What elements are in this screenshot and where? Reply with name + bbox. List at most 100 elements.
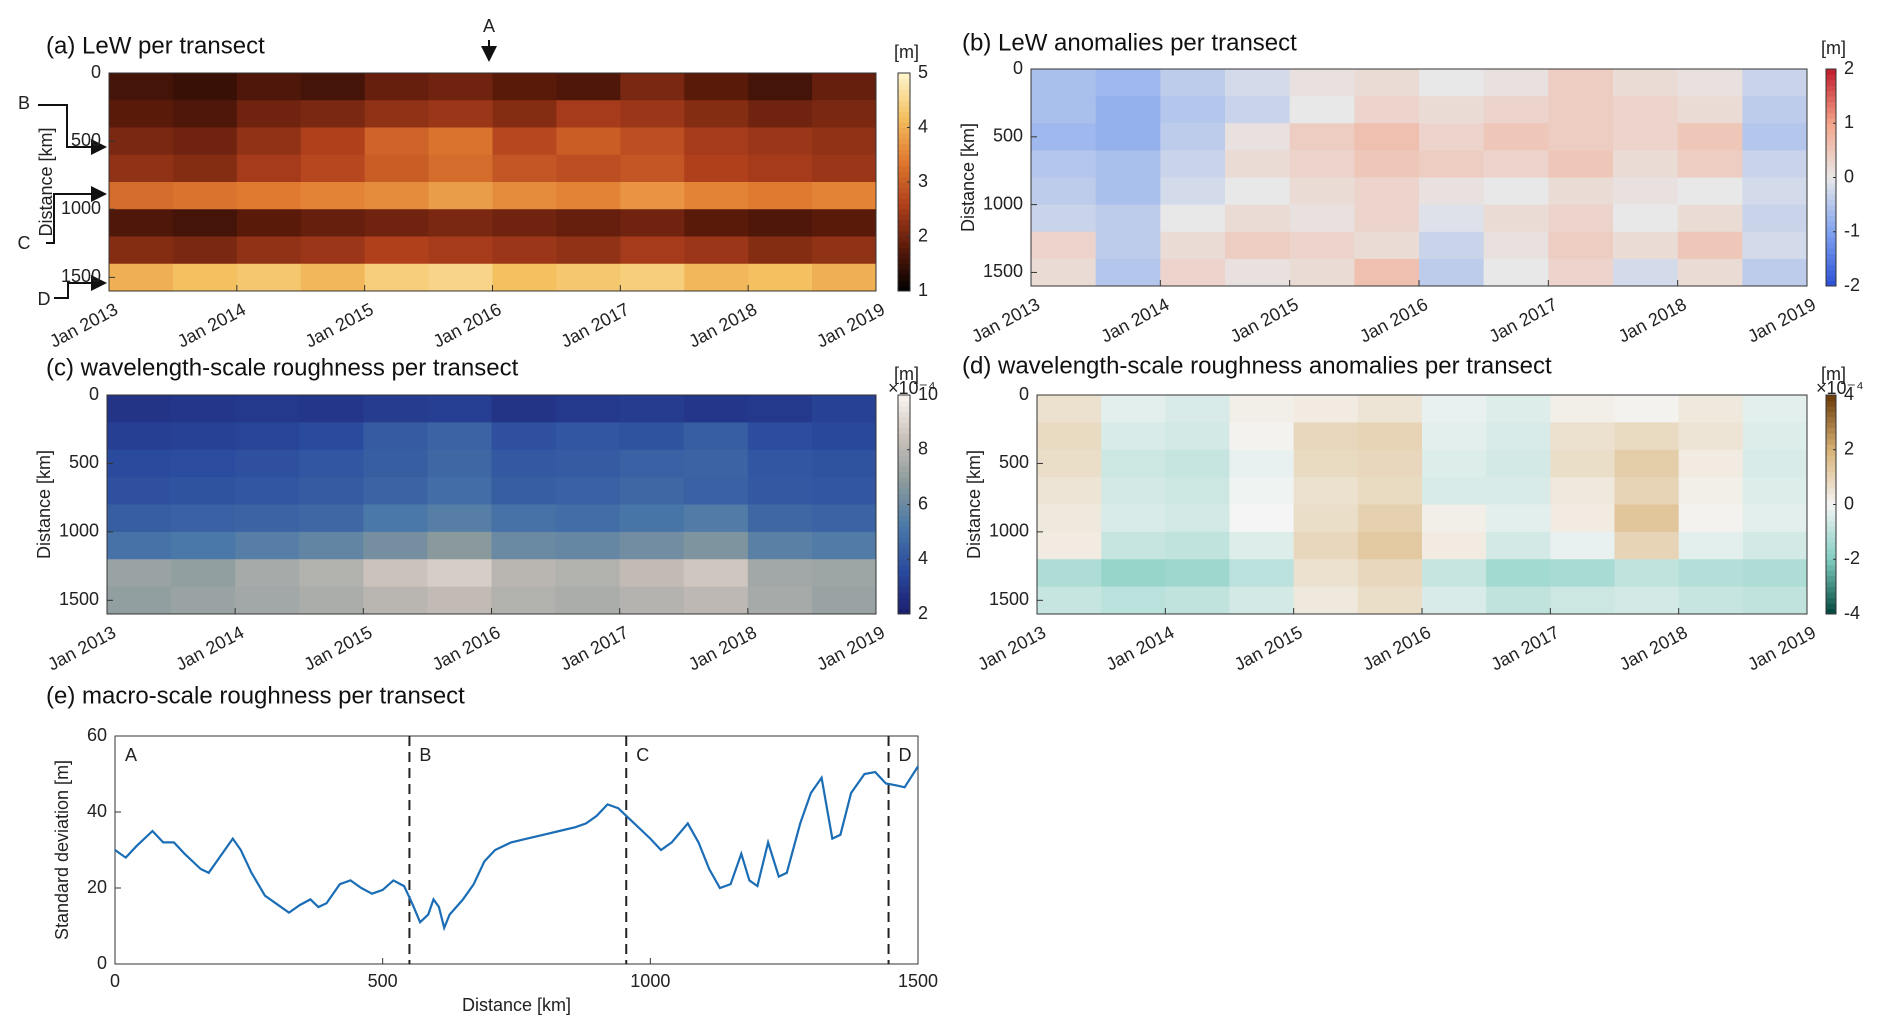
- colorbar-swatch: [898, 531, 910, 538]
- heatmap-cell: [299, 531, 364, 560]
- colorbar-tick-label: 2: [918, 225, 928, 245]
- heatmap-cell: [1614, 477, 1680, 505]
- heatmap-cell: [427, 449, 492, 478]
- heatmap-cell: [1165, 477, 1230, 505]
- heatmap-cell: [1678, 477, 1744, 505]
- heatmap-cell: [428, 209, 493, 237]
- heatmap-cell: [1354, 231, 1420, 260]
- heatmap-cell: [1419, 177, 1485, 206]
- colorbar-tick-label: 10: [918, 384, 938, 404]
- colorbar-tick-label: 0: [1844, 166, 1854, 186]
- heatmap-cell: [1289, 177, 1355, 206]
- heatmap-cell: [748, 100, 813, 128]
- heatmap-cell: [364, 182, 430, 210]
- y-tick-label: 1000: [983, 193, 1023, 213]
- y-tick-label: 500: [993, 126, 1023, 146]
- heatmap-cell: [1289, 258, 1355, 287]
- colorbar-swatch: [1826, 69, 1836, 75]
- heatmap-cell: [1614, 395, 1680, 423]
- heatmap-cell: [171, 449, 236, 478]
- heatmap-cell: [235, 559, 300, 588]
- heatmap-cell: [620, 154, 685, 183]
- heatmap-cell: [1486, 449, 1551, 478]
- colorbar-swatch: [898, 241, 910, 248]
- colorbar-swatch: [898, 471, 910, 478]
- heatmap-cell: [1419, 96, 1485, 124]
- heatmap-cell: [1229, 504, 1295, 533]
- heatmap-cell: [1483, 231, 1549, 260]
- heatmap-cell: [1165, 559, 1230, 588]
- colorbar-swatch: [1826, 493, 1836, 500]
- heatmap-cell: [1031, 96, 1097, 124]
- heatmap-cell: [492, 263, 557, 292]
- heatmap-cell: [172, 73, 238, 101]
- chart-title: (e) macro-scale roughness per transect: [46, 682, 465, 709]
- heatmap-cell: [107, 449, 172, 478]
- colorbar-swatch: [898, 581, 910, 588]
- heatmap-cell: [363, 449, 428, 478]
- y-tick-label: 1500: [989, 589, 1029, 609]
- heatmap-cell: [555, 395, 621, 423]
- heatmap-cell: [299, 559, 364, 588]
- heatmap-cell: [1225, 150, 1291, 178]
- panel-a-annotations: [38, 40, 497, 299]
- colorbar-swatch: [898, 499, 910, 505]
- heatmap-cell: [1548, 123, 1614, 151]
- heatmap-cell: [1037, 586, 1102, 615]
- heatmap-cell: [235, 449, 300, 478]
- heatmap-cell: [1483, 204, 1549, 233]
- heatmap-cell: [1357, 531, 1423, 560]
- colorbar-swatch: [898, 542, 910, 549]
- y-tick-label: 1500: [59, 589, 99, 609]
- heatmap-cell: [620, 73, 685, 101]
- colorbar-swatch: [898, 160, 910, 167]
- heatmap-cell: [1419, 123, 1485, 151]
- colorbar-swatch: [1826, 269, 1836, 276]
- data-line: [114, 765, 919, 932]
- colorbar-swatch: [898, 515, 910, 522]
- colorbar-swatch: [898, 493, 910, 500]
- colorbar-swatch: [898, 236, 910, 243]
- chart-title: (a) LeW per transect: [46, 32, 265, 59]
- heatmap-cell: [1289, 69, 1355, 97]
- heatmap-cell: [619, 422, 685, 451]
- heatmap-cell: [428, 73, 493, 101]
- heatmap-cell: [683, 449, 749, 478]
- heatmap-cell: [683, 559, 749, 588]
- heatmap-cell: [1031, 150, 1097, 178]
- heatmap-cell: [172, 154, 238, 183]
- colorbar-swatch: [898, 111, 910, 118]
- colorbar-swatch: [1826, 79, 1836, 86]
- heatmap-cell: [109, 73, 174, 101]
- x-tick-label: Jan 2019: [1744, 294, 1819, 346]
- heatmap-cell: [812, 100, 877, 128]
- heatmap-cell: [1165, 586, 1230, 615]
- heatmap-cell: [1165, 395, 1230, 423]
- heatmap-cell: [683, 531, 749, 560]
- colorbar-swatch: [898, 149, 910, 156]
- colorbar-swatch: [898, 537, 910, 544]
- heatmap-cell: [1550, 531, 1615, 560]
- heatmap-cell: [1101, 586, 1166, 615]
- colorbar-swatch: [1826, 128, 1836, 135]
- heatmap-cell: [109, 236, 174, 265]
- heatmap-cell: [1486, 559, 1551, 588]
- colorbar-swatch: [898, 269, 910, 276]
- heatmap-cell: [1742, 96, 1808, 124]
- y-tick-label: 0: [1013, 58, 1023, 78]
- heatmap-cell: [812, 182, 877, 210]
- colorbar-swatch: [1826, 106, 1836, 113]
- heatmap-cell: [555, 449, 621, 478]
- heatmap-cell: [1419, 231, 1485, 260]
- colorbar-swatch: [1826, 253, 1836, 260]
- colorbar-swatch: [898, 482, 910, 489]
- heatmap-cell: [811, 586, 877, 615]
- heatmap-cell: [811, 449, 877, 478]
- x-tick-label: Jan 2013: [44, 622, 119, 674]
- heatmap-cell: [1095, 96, 1161, 124]
- heatmap-cell: [427, 586, 492, 615]
- heatmap-cell: [1293, 449, 1359, 478]
- heatmap-cell: [1225, 258, 1291, 287]
- colorbar-swatch: [898, 263, 910, 270]
- colorbar-swatch: [898, 258, 910, 265]
